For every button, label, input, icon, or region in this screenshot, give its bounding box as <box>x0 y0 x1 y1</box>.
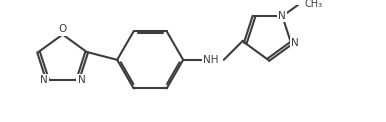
Text: N: N <box>291 38 299 48</box>
Text: N: N <box>78 75 85 85</box>
Text: NH: NH <box>203 55 219 65</box>
Text: O: O <box>59 24 67 34</box>
Text: CH₃: CH₃ <box>305 0 323 9</box>
Text: N: N <box>40 75 48 85</box>
Text: N: N <box>278 11 286 21</box>
